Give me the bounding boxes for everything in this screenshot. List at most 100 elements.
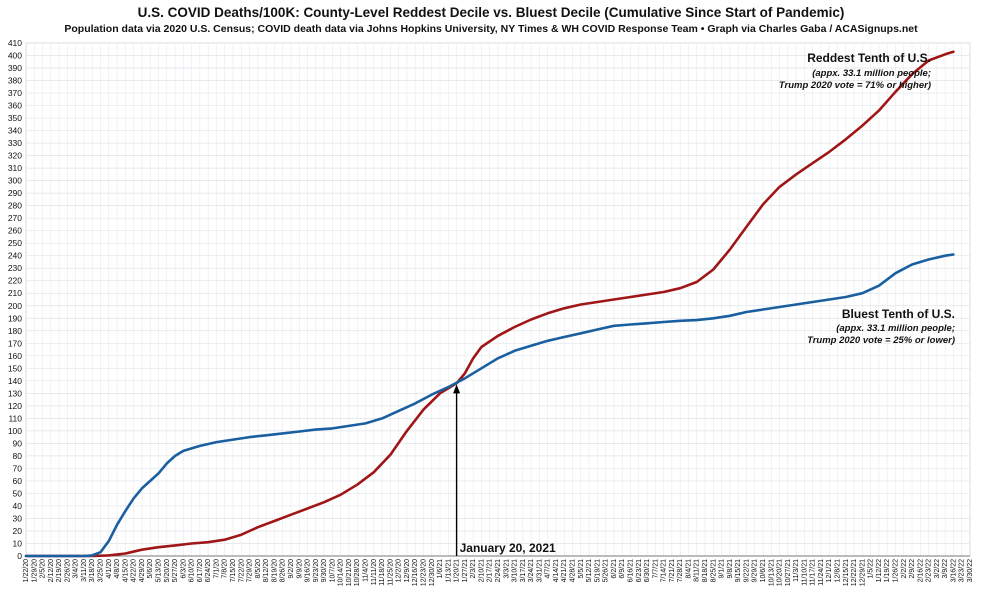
y-tick-label: 370 bbox=[8, 88, 22, 98]
x-tick-label: 1/19/22 bbox=[884, 559, 891, 582]
x-tick-label: 11/3/21 bbox=[793, 559, 800, 582]
x-tick-label: 12/9/20 bbox=[404, 559, 411, 582]
y-tick-label: 20 bbox=[13, 526, 23, 536]
x-tick-label: 3/18/20 bbox=[89, 559, 96, 582]
x-tick-label: 1/5/22 bbox=[868, 559, 875, 579]
y-tick-label: 140 bbox=[8, 376, 22, 386]
y-tick-label: 250 bbox=[8, 238, 22, 248]
red-label-line2: Trump 2020 vote = 71% or higher) bbox=[779, 80, 931, 91]
x-tick-label: 4/21/21 bbox=[561, 559, 568, 582]
y-tick-label: 320 bbox=[8, 151, 22, 161]
x-tick-label: 6/24/20 bbox=[205, 559, 212, 582]
x-tick-label: 8/12/20 bbox=[263, 559, 270, 582]
x-tick-label: 10/28/20 bbox=[354, 559, 361, 586]
january-20-marker: January 20, 2021 bbox=[453, 384, 556, 556]
x-tick-label: 2/9/22 bbox=[909, 559, 916, 579]
red-label-line1: (appx. 33.1 million people; bbox=[812, 68, 931, 79]
x-tick-label: 2/16/22 bbox=[917, 559, 924, 582]
x-tick-label: 7/8/20 bbox=[222, 559, 229, 579]
x-tick-label: 11/10/21 bbox=[801, 559, 808, 586]
x-tick-label: 1/13/21 bbox=[445, 559, 452, 582]
y-tick-label: 100 bbox=[8, 426, 22, 436]
y-tick-label: 410 bbox=[8, 38, 22, 48]
x-tick-label: 7/7/21 bbox=[652, 559, 659, 579]
x-tick-label: 10/7/20 bbox=[329, 559, 336, 582]
x-tick-label: 11/11/20 bbox=[371, 559, 378, 585]
x-tick-label: 2/2/22 bbox=[901, 559, 908, 579]
y-tick-label: 330 bbox=[8, 138, 22, 148]
x-tick-label: 9/2/20 bbox=[288, 559, 295, 579]
y-tick-label: 10 bbox=[13, 538, 23, 548]
y-tick-label: 150 bbox=[8, 363, 22, 373]
x-tick-label: 1/6/21 bbox=[437, 559, 444, 579]
x-tick-label: 2/26/20 bbox=[64, 559, 71, 582]
y-tick-label: 360 bbox=[8, 101, 22, 111]
x-tick-label: 9/22/21 bbox=[743, 559, 750, 582]
y-tick-label: 30 bbox=[13, 513, 23, 523]
x-tick-label: 5/6/20 bbox=[147, 559, 154, 579]
x-tick-label: 6/3/20 bbox=[180, 559, 187, 579]
y-tick-label: 200 bbox=[8, 301, 22, 311]
x-tick-label: 6/9/21 bbox=[619, 559, 626, 579]
x-tick-label: 3/10/21 bbox=[512, 559, 519, 582]
y-axis-ticks: 0 10 20 30 40 50 60 70 80 90 100 110 120 130 140 150 160… bbox=[8, 38, 22, 561]
y-tick-label: 230 bbox=[8, 263, 22, 273]
x-tick-label: 5/26/21 bbox=[603, 559, 610, 582]
x-tick-label: 9/23/20 bbox=[313, 559, 320, 582]
x-tick-label: 3/24/21 bbox=[528, 559, 535, 582]
y-tick-label: 130 bbox=[8, 388, 22, 398]
x-tick-label: 6/30/21 bbox=[644, 559, 651, 582]
x-tick-label: 4/14/21 bbox=[553, 559, 560, 582]
blue-label-line2: Trump 2020 vote = 25% or lower) bbox=[807, 335, 955, 346]
x-tick-label: 9/16/20 bbox=[305, 559, 312, 582]
y-tick-label: 300 bbox=[8, 176, 22, 186]
blue-series-line bbox=[24, 253, 955, 558]
x-tick-label: 1/20/21 bbox=[454, 559, 461, 582]
x-tick-label: 2/3/21 bbox=[470, 559, 477, 579]
x-tick-label: 3/17/21 bbox=[520, 559, 527, 582]
x-tick-label: 8/4/21 bbox=[685, 559, 692, 579]
x-tick-label: 3/31/21 bbox=[536, 559, 543, 582]
x-tick-label: 10/21/20 bbox=[346, 559, 353, 586]
x-tick-label: 3/11/20 bbox=[81, 559, 88, 582]
x-tick-label: 5/12/21 bbox=[586, 559, 593, 582]
x-tick-label: 3/25/20 bbox=[98, 559, 105, 582]
y-tick-label: 310 bbox=[8, 163, 22, 173]
x-tick-label: 6/2/21 bbox=[611, 559, 618, 579]
x-tick-label: 12/8/21 bbox=[835, 559, 842, 582]
x-tick-label: 4/1/20 bbox=[106, 559, 113, 579]
x-tick-label: 1/12/22 bbox=[876, 559, 883, 582]
x-tick-label: 3/9/22 bbox=[942, 559, 949, 579]
x-tick-label: 9/1/21 bbox=[719, 559, 726, 579]
chart-subtitle: Population data via 2020 U.S. Census; CO… bbox=[64, 23, 918, 35]
y-tick-label: 40 bbox=[13, 501, 23, 511]
x-tick-label: 7/14/21 bbox=[661, 559, 668, 582]
x-tick-label: 11/4/20 bbox=[363, 559, 370, 582]
x-tick-label: 4/7/21 bbox=[545, 559, 552, 579]
x-tick-label: 12/30/20 bbox=[429, 559, 436, 586]
x-tick-label: 8/18/21 bbox=[702, 559, 709, 582]
x-tick-label: 11/17/21 bbox=[810, 559, 817, 586]
x-tick-label: 9/9/20 bbox=[296, 559, 303, 579]
chart-title: U.S. COVID Deaths/100K: County-Level Red… bbox=[137, 5, 845, 20]
x-tick-label: 1/29/20 bbox=[31, 559, 38, 582]
x-tick-label: 5/19/21 bbox=[594, 559, 601, 582]
y-tick-label: 400 bbox=[8, 51, 22, 61]
marker-arrow-head bbox=[453, 384, 461, 394]
x-tick-label: 12/16/20 bbox=[412, 559, 419, 586]
x-tick-label: 12/23/20 bbox=[420, 559, 427, 586]
x-tick-label: 9/15/21 bbox=[735, 559, 742, 582]
x-tick-label: 4/29/20 bbox=[139, 559, 146, 582]
x-tick-label: 3/2/22 bbox=[934, 559, 941, 579]
x-tick-label: 12/15/21 bbox=[843, 559, 850, 586]
y-tick-label: 110 bbox=[8, 413, 22, 423]
x-tick-label: 12/1/21 bbox=[826, 559, 833, 582]
x-tick-label: 3/3/21 bbox=[503, 559, 510, 579]
x-axis-ticks: 1/22/20 1/29/20 2/5/20 2/12/20 2/19/20 2/26/2… bbox=[23, 559, 974, 586]
x-tick-label: 10/20/21 bbox=[777, 559, 784, 586]
y-tick-label: 220 bbox=[8, 276, 22, 286]
marker-label: January 20, 2021 bbox=[460, 541, 556, 555]
blue-label-title: Bluest Tenth of U.S. bbox=[842, 307, 955, 321]
x-tick-label: 1/27/21 bbox=[462, 559, 469, 582]
